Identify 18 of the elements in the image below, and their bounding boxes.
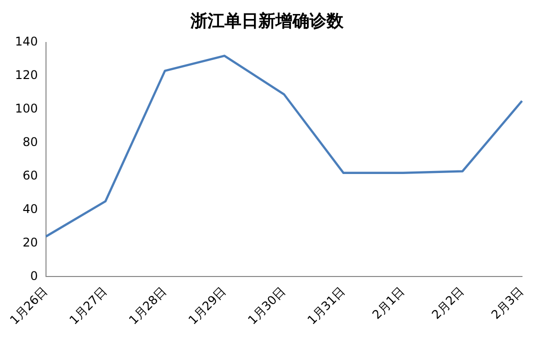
x-tick-label: 1月31日 [304, 284, 348, 328]
y-tick-label: 80 [22, 134, 38, 149]
y-tick-label: 100 [15, 101, 38, 116]
chart-title: 浙江单日新增确诊数 [190, 12, 344, 32]
y-tick-label: 140 [15, 34, 38, 49]
y-tick-label: 60 [22, 168, 38, 182]
x-tick-label: 1月27日 [66, 284, 110, 328]
y-tick-label: 120 [15, 68, 38, 82]
y-tick-label: 0 [30, 268, 38, 283]
x-tick-label: 1月28日 [126, 284, 170, 328]
y-tick-label: 40 [22, 202, 38, 216]
x-tick-label: 1月26日 [7, 284, 50, 328]
x-tick-label: 2月2日 [429, 284, 467, 322]
x-tick-label: 1月29日 [186, 284, 229, 328]
x-tick-label: 2月1日 [370, 284, 408, 322]
x-tick-label: 2月3日 [488, 284, 526, 322]
y-tick-label: 20 [22, 235, 38, 250]
x-tick-label: 1月30日 [245, 284, 288, 328]
